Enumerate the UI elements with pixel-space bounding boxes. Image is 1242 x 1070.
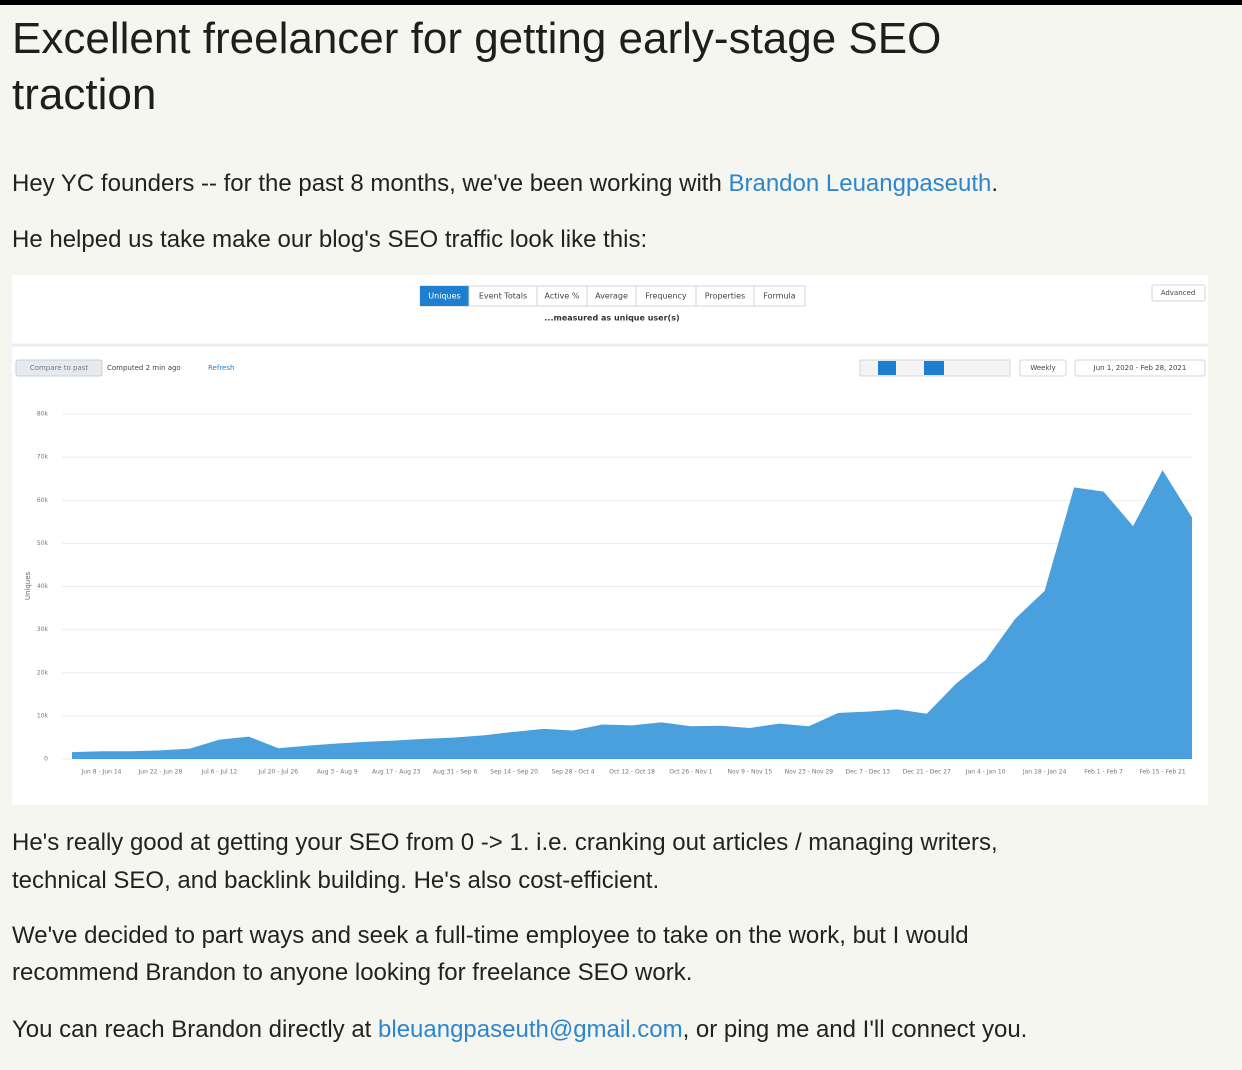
paragraph-line: He's really good at getting your SEO fro… [12, 829, 998, 856]
x-tick-label: Jan 18 - Jan 24 [1022, 769, 1067, 776]
y-tick-label: 20k [37, 669, 49, 676]
paragraph: Hey YC founders -- for the past 8 months… [12, 169, 998, 199]
x-tick-label: Jan 4 - Jan 10 [965, 769, 1006, 776]
x-tick-label: Jul 6 - Jul 12 [201, 769, 238, 776]
paragraph-line: recommend Brandon to anyone looking for … [12, 959, 693, 986]
x-tick-label: Oct 12 - Oct 18 [609, 769, 655, 776]
x-tick-label: Oct 26 - Nov 1 [669, 769, 713, 776]
paragraph-line: We've decided to part ways and seek a fu… [12, 922, 969, 949]
x-tick-label: Feb 15 - Feb 21 [1139, 769, 1185, 776]
x-tick-label: Sep 14 - Sep 20 [490, 769, 538, 776]
interval-button[interactable] [1019, 359, 1067, 377]
tab[interactable]: Frequency [645, 292, 687, 301]
chart: Uniques Event Totals Active % Average Freque… [12, 275, 1208, 805]
x-tick-label: Sep 28 - Oct 4 [552, 769, 595, 776]
tab[interactable]: Event Totals [479, 292, 527, 301]
tab[interactable]: Properties [705, 292, 745, 301]
advanced[interactable]: Advanced [1161, 289, 1196, 297]
tab[interactable]: Formula [763, 292, 795, 301]
y-axis-label: Uniques [24, 571, 32, 600]
computed: Computed 2 min ago [107, 364, 181, 372]
text: You can reach Brandon directly at [12, 1016, 379, 1043]
text: , or ping me and I'll connect you. [682, 1016, 1028, 1043]
x-tick-label: Jun 22 - Jun 28 [138, 769, 183, 776]
email-link[interactable]: bleuangpaseuth@gmail.com [378, 1016, 683, 1043]
text: Hey YC founders -- for the past 8 months… [12, 170, 729, 197]
post-title: traction [12, 70, 157, 119]
tab[interactable]: Average [595, 292, 628, 301]
tab[interactable]: Active % [545, 292, 580, 301]
icon [878, 361, 896, 375]
x-tick-label: Feb 1 - Feb 7 [1084, 769, 1123, 776]
interval[interactable]: Weekly [1030, 364, 1055, 372]
y-tick-label: 50k [37, 540, 49, 547]
date-range[interactable]: Jun 1, 2020 - Feb 28, 2021 [1093, 364, 1187, 372]
top-bar [0, 0, 1242, 5]
y-tick-label: 80k [37, 411, 49, 418]
tab-active [420, 286, 469, 306]
paragraph: He helped us take make our blog's SEO tr… [12, 226, 648, 253]
x-tick-label: Dec 21 - Dec 27 [903, 769, 951, 776]
x-tick-label: Nov 9 - Nov 15 [728, 769, 773, 776]
compare-button[interactable] [15, 359, 103, 377]
link[interactable]: Brandon Leuangpaseuth [728, 170, 992, 197]
x-tick-label: Aug 31 - Sep 6 [433, 769, 477, 776]
advanced-button[interactable] [1151, 284, 1206, 302]
tab[interactable]: Uniques [428, 292, 460, 301]
y-tick-label: 30k [37, 626, 49, 633]
compare[interactable]: Compare to past [30, 364, 89, 372]
measured-note: ...measured as unique user(s) [544, 314, 679, 323]
y-tick-label: 10k [37, 712, 49, 719]
x-tick-label: Jun 8 - Jun 14 [80, 769, 121, 776]
x-tick-label: Nov 23 - Nov 29 [785, 769, 834, 776]
x-tick-label: Dec 7 - Dec 13 [846, 769, 891, 776]
range-button[interactable] [1074, 359, 1206, 377]
x-tick-label: Aug 3 - Aug 9 [317, 769, 358, 776]
text: . [991, 170, 999, 197]
y-tick-label: 60k [37, 497, 49, 504]
post-title: Excellent freelancer for getting early-s… [12, 14, 942, 63]
x-tick-label: Aug 17 - Aug 23 [372, 769, 421, 776]
y-tick-label: 0 [44, 756, 48, 763]
paragraph-line: technical SEO, and backlink building. He… [12, 867, 660, 894]
icon [924, 361, 944, 375]
y-tick-label: 70k [37, 454, 49, 461]
x-tick-label: Jul 20 - Jul 26 [258, 769, 299, 776]
refresh[interactable]: Refresh [208, 364, 234, 372]
y-tick-label: 40k [37, 583, 49, 590]
area [72, 470, 1192, 759]
paragraph: You can reach Brandon directly at bleuan… [12, 1015, 1027, 1045]
